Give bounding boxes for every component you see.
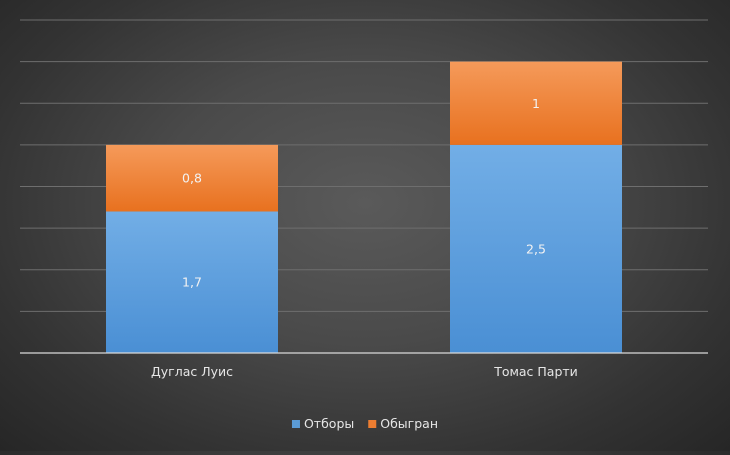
x-tick-labels: Дуглас Луис Томас Парти xyxy=(151,364,578,379)
bar-segment-otbory-1 xyxy=(450,144,622,353)
bar-segment-obygran-1 xyxy=(450,61,622,145)
legend-label: Обыгран xyxy=(380,416,438,431)
legend: Отборы Обыгран xyxy=(291,416,438,431)
data-label: 1 xyxy=(532,96,540,111)
x-tick-label: Дуглас Луис xyxy=(151,364,233,379)
bars xyxy=(106,61,622,353)
bar-segment-obygran-0 xyxy=(106,144,278,212)
data-label: 0,8 xyxy=(182,171,202,186)
data-label: 2,5 xyxy=(526,241,546,256)
bar-segment-otbory-0 xyxy=(106,211,278,353)
data-label: 1,7 xyxy=(182,275,202,290)
legend-swatch xyxy=(291,420,300,428)
legend-label: Отборы xyxy=(304,416,354,431)
legend-swatch xyxy=(368,420,377,428)
x-tick-label: Томас Парти xyxy=(493,364,578,379)
data-labels: 1,7 0,8 2,5 1 xyxy=(182,96,546,290)
